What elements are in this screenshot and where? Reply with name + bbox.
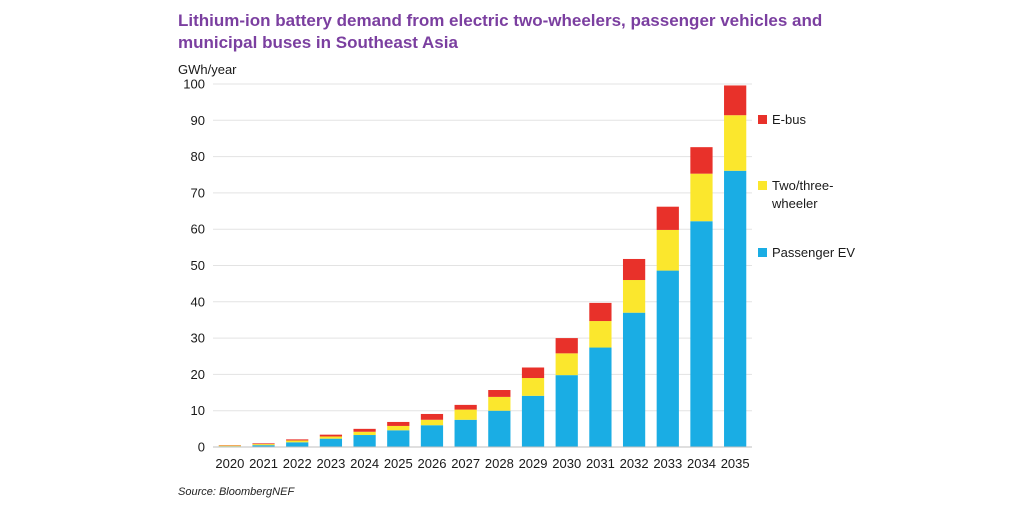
bars — [218, 85, 747, 447]
bar-segment-e-bus — [387, 421, 410, 426]
bar-segment-two-three-wheeler — [488, 396, 511, 411]
chart-title: Lithium-ion battery demand from electric… — [178, 11, 823, 52]
bar-segment-e-bus — [690, 147, 713, 174]
x-tick-label: 2032 — [620, 456, 649, 471]
legend-swatch — [758, 181, 767, 190]
x-tick-label: 2026 — [418, 456, 447, 471]
bar-segment-two-three-wheeler — [589, 321, 612, 348]
bar-segment-two-three-wheeler — [420, 419, 444, 426]
bar-segment-passenger-ev — [521, 395, 545, 447]
legend-item-e-bus: E-bus — [758, 112, 806, 127]
bar-segment-e-bus — [488, 390, 511, 397]
legend-swatch — [758, 248, 767, 257]
x-tick-label: 2020 — [215, 456, 244, 471]
y-tick-label: 40 — [191, 294, 205, 309]
bar-segment-e-bus — [589, 302, 612, 322]
x-tick-label: 2030 — [552, 456, 581, 471]
bar-segment-two-three-wheeler — [252, 444, 275, 446]
bar-segment-passenger-ev — [589, 347, 612, 447]
x-tick-label: 2029 — [519, 456, 548, 471]
bar-segment-two-three-wheeler — [218, 445, 241, 447]
bar-segment-passenger-ev — [252, 445, 275, 447]
bar-segment-two-three-wheeler — [622, 280, 646, 313]
bar-segment-e-bus — [353, 428, 376, 432]
y-axis-ticks: 0 10 20 30 40 50 60 70 80 90 100 — [183, 77, 205, 455]
bar-segment-two-three-wheeler — [286, 440, 309, 443]
bar-segment-two-three-wheeler — [353, 431, 376, 436]
bar-segment-e-bus — [555, 338, 578, 354]
bar-segment-e-bus — [420, 413, 444, 420]
legend-label: Two/three-wheeler — [771, 178, 833, 211]
y-tick-label: 80 — [191, 149, 205, 164]
x-tick-label: 2025 — [384, 456, 413, 471]
bar-segment-passenger-ev — [724, 170, 747, 447]
bar-segment-passenger-ev — [656, 270, 679, 447]
bar-segment-passenger-ev — [690, 221, 713, 447]
y-tick-label: 60 — [191, 222, 205, 237]
bar-segment-two-three-wheeler — [724, 115, 747, 171]
bar-segment-passenger-ev — [286, 442, 309, 447]
bar-segment-e-bus — [286, 439, 309, 441]
bar-segment-e-bus — [252, 443, 275, 445]
y-tick-label: 100 — [183, 77, 205, 92]
bar-segment-e-bus — [724, 85, 747, 116]
bar-segment-two-three-wheeler — [521, 378, 545, 396]
y-tick-label: 50 — [191, 258, 205, 273]
bar-segment-e-bus — [622, 258, 646, 281]
x-tick-label: 2028 — [485, 456, 514, 471]
bar-segment-two-three-wheeler — [555, 353, 578, 376]
bar-segment-passenger-ev — [488, 410, 511, 447]
y-tick-label: 10 — [191, 403, 205, 418]
bar-segment-passenger-ev — [622, 312, 646, 447]
x-tick-label: 2021 — [249, 456, 278, 471]
bar-segment-e-bus — [521, 367, 545, 379]
legend-item-passenger-ev: Passenger EV — [758, 245, 855, 260]
legend-label: Passenger EV — [772, 245, 855, 260]
x-axis-ticks: 2020 2021 2022 2023 2024 2025 2026 2027 2028 2029… — [215, 456, 749, 471]
x-tick-label: 2033 — [653, 456, 682, 471]
x-tick-label: 2035 — [721, 456, 750, 471]
bar-segment-passenger-ev — [353, 435, 376, 447]
bar-segment-e-bus — [319, 434, 343, 437]
bar-segment-passenger-ev — [555, 375, 578, 447]
x-tick-label: 2034 — [687, 456, 716, 471]
bar-segment-two-three-wheeler — [387, 425, 410, 431]
bar-segment-e-bus — [656, 206, 679, 230]
y-tick-label: 0 — [198, 440, 205, 455]
x-tick-label: 2023 — [316, 456, 345, 471]
x-tick-label: 2022 — [283, 456, 312, 471]
legend-item-two-three-wheeler: Two/three-wheeler — [758, 178, 833, 211]
y-tick-label: 30 — [191, 331, 205, 346]
bar-segment-e-bus — [454, 404, 477, 410]
y-tick-label: 90 — [191, 113, 205, 128]
legend-swatch — [758, 115, 767, 124]
y-tick-label: 70 — [191, 185, 205, 200]
source-note: Source: BloombergNEF — [178, 486, 295, 498]
bar-segment-two-three-wheeler — [319, 436, 343, 439]
bar-segment-passenger-ev — [454, 419, 477, 447]
legend-label: E-bus — [772, 112, 806, 127]
x-tick-label: 2024 — [350, 456, 379, 471]
bar-segment-passenger-ev — [420, 425, 444, 447]
x-tick-label: 2031 — [586, 456, 615, 471]
bar-segment-two-three-wheeler — [656, 229, 679, 271]
bar-segment-two-three-wheeler — [690, 173, 713, 222]
bar-segment-two-three-wheeler — [454, 409, 477, 420]
bar-segment-passenger-ev — [387, 430, 410, 447]
bar-segment-passenger-ev — [319, 438, 343, 447]
x-tick-label: 2027 — [451, 456, 480, 471]
legend: E-bus Two/three-wheeler Passenger EV — [758, 112, 855, 260]
y-tick-label: 20 — [191, 367, 205, 382]
y-axis-unit-label: GWh/year — [178, 62, 237, 77]
